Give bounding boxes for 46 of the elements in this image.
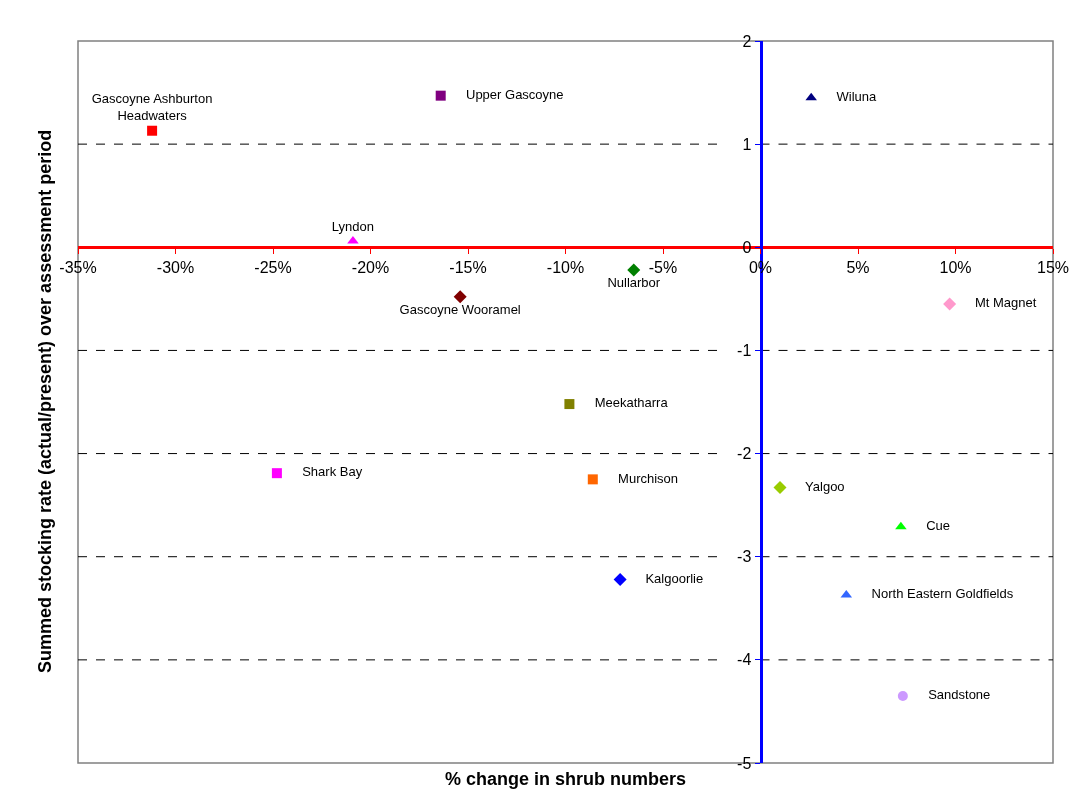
point <box>564 399 575 410</box>
series-label: Mt Magnet <box>956 295 1037 311</box>
x-tick-label: -10% <box>546 259 585 277</box>
point <box>773 481 787 495</box>
series-label: Yalgoo <box>787 478 845 494</box>
series-label: Nullarbor <box>607 274 661 290</box>
point <box>627 263 641 277</box>
point <box>613 572 627 586</box>
x-tick-label: -20% <box>351 259 390 277</box>
y-tick-label: -3 <box>737 548 752 566</box>
y-axis-title: Summed stocking rate (actual/present) over assessment period <box>35 129 55 673</box>
series-label: Kalgoorlie <box>627 570 704 586</box>
series-label: Shark Bay <box>284 464 363 480</box>
y-tick-label: -4 <box>737 651 752 669</box>
point <box>897 690 908 701</box>
y-tick-label: -1 <box>737 342 752 360</box>
point <box>271 468 282 479</box>
x-tick-label: -35% <box>59 259 97 277</box>
x-tick-label: -25% <box>254 259 292 277</box>
series-label: Meekatharra <box>576 395 669 411</box>
series-label: Gascoyne Wooramel <box>399 301 521 317</box>
x-tick-label: 15% <box>1036 259 1070 277</box>
x-tick-label: -30% <box>156 259 195 277</box>
point <box>805 92 817 101</box>
series-label: Upper Gascoyne <box>447 86 564 102</box>
series-label: Wiluna <box>818 88 878 104</box>
series-label: Murchison <box>600 470 679 486</box>
y-tick-label: 2 <box>742 32 752 50</box>
point <box>943 297 957 311</box>
x-tick-label: 10% <box>939 259 972 277</box>
x-tick-label: 5% <box>846 259 870 277</box>
x-tick-label: -5% <box>648 259 678 277</box>
y-tick-label: -2 <box>737 445 752 463</box>
point <box>435 90 446 101</box>
series-label: Cue <box>908 518 951 534</box>
point <box>147 125 158 136</box>
x-axis-title: % change in shrub numbers <box>445 769 687 789</box>
x-tick-label: -15% <box>449 259 487 277</box>
series-label: Gascoyne Ashburton Headwaters <box>91 91 213 124</box>
y-tick-label: 1 <box>742 135 752 153</box>
point <box>587 474 598 485</box>
y-tick-label: -5 <box>737 754 752 772</box>
series-label: North Eastern Goldfields <box>853 586 1014 602</box>
series-label: Sandstone <box>910 687 991 703</box>
point <box>453 290 467 304</box>
series-label: Lyndon <box>331 218 375 234</box>
